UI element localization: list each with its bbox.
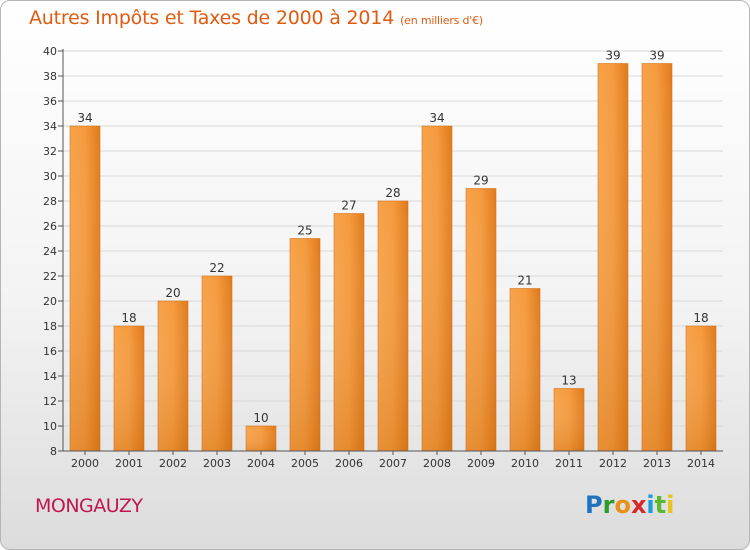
x-tick-label: 2002: [159, 457, 187, 470]
y-tick-label: 30: [43, 170, 57, 183]
x-tick-label: 2011: [555, 457, 583, 470]
bar-value-label: 18: [121, 311, 136, 325]
y-tick-label: 24: [43, 245, 57, 258]
bar-value-label: 39: [649, 49, 664, 63]
bar-shade: [422, 126, 452, 451]
bar-shade: [378, 201, 408, 451]
y-tick-label: 16: [43, 345, 57, 358]
x-tick-label: 2014: [687, 457, 715, 470]
x-tick-label: 2000: [71, 457, 99, 470]
x-tick-label: 2009: [467, 457, 495, 470]
x-tick-label: 2003: [203, 457, 231, 470]
y-tick-label: 36: [43, 95, 57, 108]
bar-value-label: 34: [429, 111, 444, 125]
bar-value-label: 34: [77, 111, 92, 125]
bar-shade: [598, 63, 628, 451]
bar-value-label: 21: [517, 274, 532, 288]
bar-shade: [554, 388, 584, 451]
proxiti-logo: Proxiti: [585, 491, 675, 519]
bar-value-label: 20: [165, 286, 180, 300]
bar-shade: [290, 238, 320, 451]
y-tick-label: 20: [43, 295, 57, 308]
bar-shade: [246, 426, 276, 451]
y-tick-label: 22: [43, 270, 57, 283]
bar-value-label: 39: [605, 49, 620, 63]
x-tick-label: 2008: [423, 457, 451, 470]
bar-value-label: 10: [253, 411, 268, 425]
x-tick-label: 2006: [335, 457, 363, 470]
bar-shade: [334, 213, 364, 451]
x-tick-label: 2010: [511, 457, 539, 470]
y-tick-label: 40: [43, 45, 57, 58]
y-tick-label: 34: [43, 120, 57, 133]
bar-value-label: 27: [341, 199, 356, 213]
bar-shade: [114, 326, 144, 451]
bar-value-label: 25: [297, 224, 312, 238]
y-tick-label: 12: [43, 395, 57, 408]
x-tick-label: 2005: [291, 457, 319, 470]
bar-shade: [202, 276, 232, 451]
chart-subtitle: (en milliers d'€): [400, 14, 483, 27]
bar-shade: [642, 63, 672, 451]
y-tick-label: 8: [50, 445, 57, 458]
bar-value-label: 28: [385, 186, 400, 200]
y-tick-label: 28: [43, 195, 57, 208]
bar-value-label: 29: [473, 174, 488, 188]
bar-value-label: 22: [209, 261, 224, 275]
x-axis: 2000 2001 2002 2003 2004 2005 2006 2007 2008 2009…: [63, 450, 723, 470]
bar-shade: [158, 301, 188, 451]
bar-value-label: 18: [693, 311, 708, 325]
y-tick-label: 10: [43, 420, 57, 433]
chart-title: Autres Impôts et Taxes de 2000 à 2014 (en…: [29, 7, 483, 29]
bar-shade: [686, 326, 716, 451]
y-tick-label: 18: [43, 320, 57, 333]
bar-shade: [466, 188, 496, 451]
y-axis: 8 10 12 14 16 18 20 22 24 26 28 30 32 34 36 38 40: [43, 45, 64, 458]
x-tick-label: 2012: [599, 457, 627, 470]
y-tick-label: 38: [43, 70, 57, 83]
commune-name: MONGAUZY: [35, 495, 143, 517]
x-tick-label: 2007: [379, 457, 407, 470]
x-tick-label: 2004: [247, 457, 275, 470]
y-tick-label: 26: [43, 220, 57, 233]
chart-title-text: Autres Impôts et Taxes de 2000 à 2014: [29, 7, 395, 29]
bar-shade: [510, 288, 540, 451]
bar-shade: [70, 126, 100, 451]
x-tick-label: 2013: [643, 457, 671, 470]
bars: 34 18 20 22 10 25 27 28 34 29 21 13 39 39 18: [69, 49, 717, 452]
x-tick-label: 2001: [115, 457, 143, 470]
y-tick-label: 14: [43, 370, 57, 383]
bar-value-label: 13: [561, 374, 576, 388]
y-tick-label: 32: [43, 145, 57, 158]
